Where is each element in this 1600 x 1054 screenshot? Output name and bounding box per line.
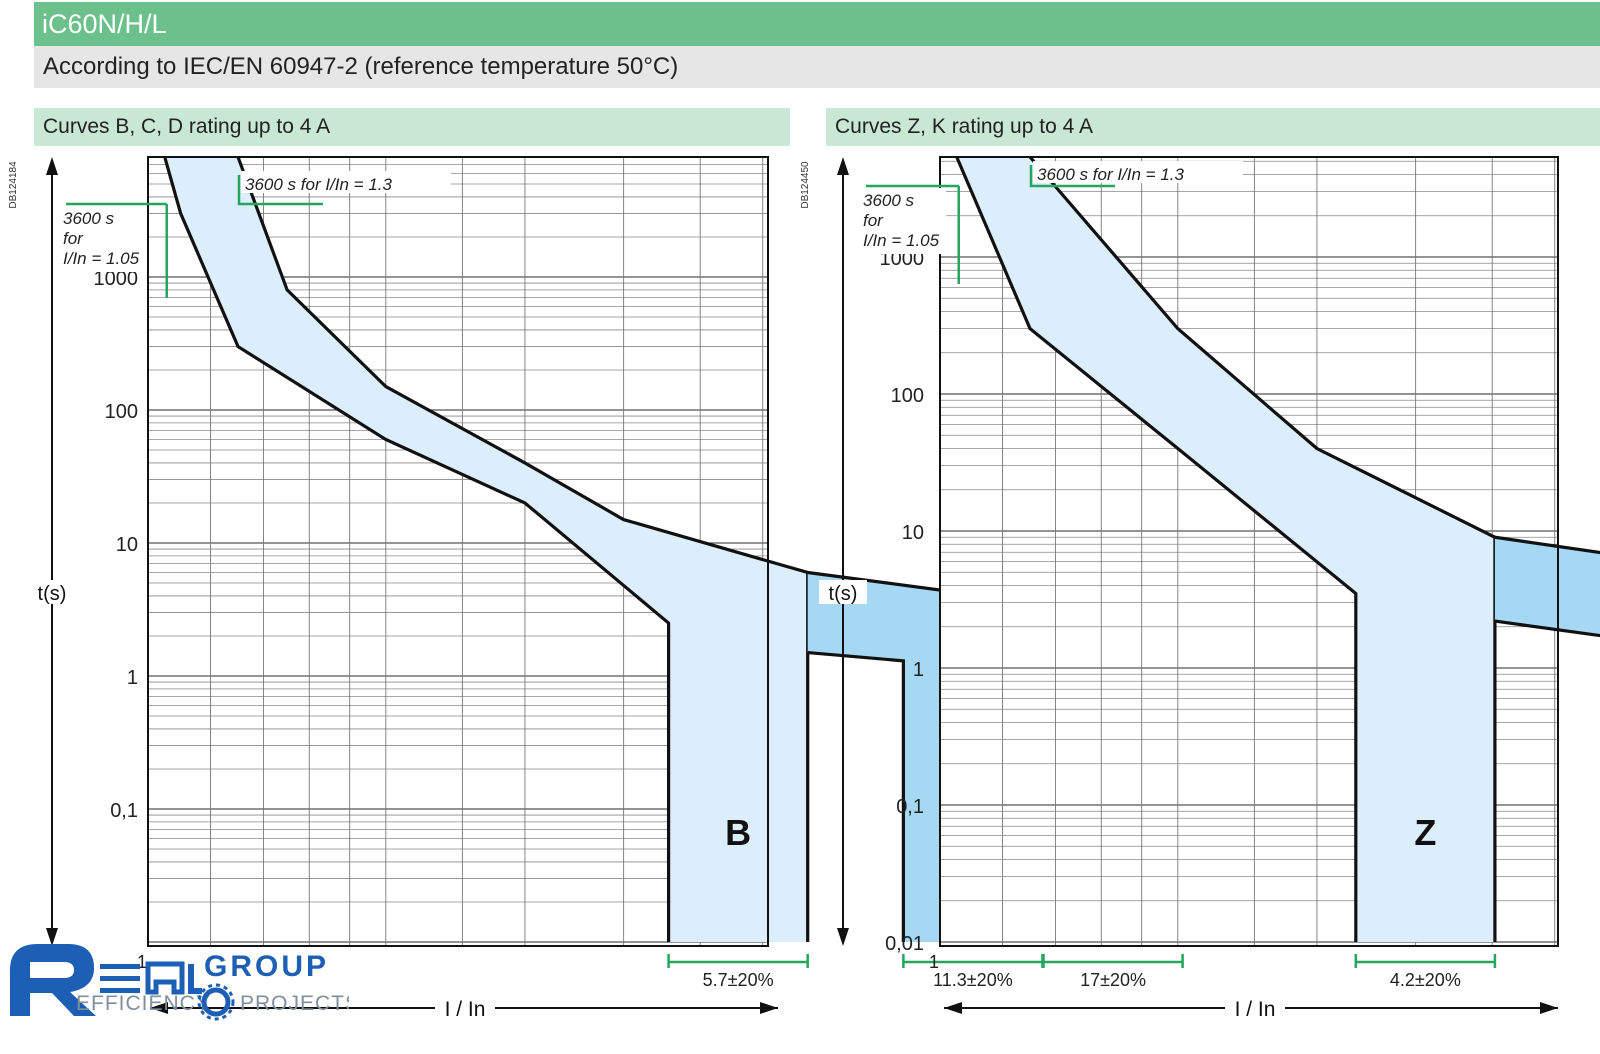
y-tick-label: 0,1 (896, 796, 924, 818)
tolerance-label-b: 5.7±20% (703, 970, 774, 990)
tolerance-label-d: 17±20% (1080, 970, 1146, 990)
page-title: iC60N/H/L (34, 2, 1600, 46)
y-axis-label: t(s) (38, 583, 67, 605)
gear-icon (201, 987, 231, 1017)
annotation-bg-105 (858, 188, 946, 254)
x-axis-arrow-left (944, 1002, 962, 1014)
y-axis-arrow-down (837, 928, 849, 946)
curve-min-b (163, 156, 671, 942)
chart-title-right: Curves Z, K rating up to 4 A (826, 108, 1600, 146)
curve-max-b (236, 156, 810, 942)
y-tick-label: 100 (891, 385, 924, 407)
y-tick-label: 100 (105, 401, 138, 423)
tolerance-bracket-d (1042, 954, 1184, 968)
annotation-bg-13 (1033, 161, 1244, 183)
tolerance-label-z: 4.2±20% (1390, 970, 1461, 990)
band-b (164, 157, 808, 942)
tolerance-bracket-z (1354, 954, 1497, 968)
annotation-line-13 (237, 175, 324, 206)
x-axis-arrow-right (760, 1002, 778, 1014)
y-tick-label: 0,1 (110, 800, 138, 822)
x-axis-label-bg (435, 996, 495, 1020)
logo-word: GROUP (204, 950, 329, 983)
page-subtitle: According to IEC/EN 60947-2 (reference t… (34, 46, 1600, 88)
y-axis-label: t(s) (829, 583, 858, 605)
curve-min-z (955, 156, 1358, 942)
band-label-b: B (725, 812, 751, 853)
tolerance-bracket-b (667, 954, 809, 968)
annotation-line-13 (1029, 165, 1116, 188)
annotation-13: 3600 s for I/In = 1.3 (245, 175, 393, 194)
x-axis-label: I / In (1235, 998, 1276, 1021)
band-k (1494, 537, 1600, 636)
tolerance-label-c: 11.3±20% (933, 970, 1013, 990)
y-tick-label: 1 (913, 659, 924, 681)
y-tick-label: 10 (902, 522, 924, 544)
x-axis-arrow-right (1540, 1002, 1558, 1014)
y-axis-arrow-down (46, 928, 58, 946)
svg-text:PROJECTS: PROJECTS (240, 992, 349, 1015)
x-axis-label-bg (1225, 996, 1285, 1020)
curve-max-z (1028, 155, 1497, 942)
annotation-105: 3600 s for I/In = 1.05 (863, 191, 940, 250)
plot-frame (939, 156, 1559, 947)
doc-reference: DB124184 (8, 161, 19, 209)
annotation-13: 3600 s for I/In = 1.3 (1037, 165, 1185, 184)
annotation-bg-13 (241, 171, 452, 193)
annotation-line-105 (66, 202, 168, 298)
band-label-z: Z (1414, 812, 1436, 853)
x-tick-label: 1 (137, 952, 147, 972)
y-axis-label-bg (28, 580, 76, 604)
plot-frame (147, 156, 769, 947)
tolerance-bracket-c (902, 954, 1044, 968)
curve-min-c (807, 650, 905, 942)
chart-title-left: Curves B, C, D rating up to 4 A (34, 108, 790, 146)
x-axis-label: I / In (445, 998, 486, 1021)
annotation-line-105 (866, 184, 960, 284)
y-tick-label: 1 (127, 667, 138, 689)
band-z (956, 157, 1495, 942)
doc-reference: DB124450 (800, 161, 811, 209)
y-axis-arrow-up (46, 157, 58, 175)
logo-tagline: EFFICIENCY (76, 992, 211, 1015)
y-axis-label-bg (819, 580, 867, 604)
annotation-bg-105 (58, 206, 146, 272)
company-logo: GROUP EFFICIENCY PROJECTS (10, 944, 349, 1021)
annotation-105: 3600 s for I/In = 1.05 (63, 209, 140, 268)
y-axis-arrow-up (837, 157, 849, 175)
y-tick-label: 1000 (94, 268, 139, 290)
y-tick-label: 0,01 (885, 933, 924, 955)
y-tick-label: 10 (116, 534, 138, 556)
x-axis-arrow-left (150, 1002, 168, 1014)
x-tick-label: 1 (929, 952, 939, 972)
